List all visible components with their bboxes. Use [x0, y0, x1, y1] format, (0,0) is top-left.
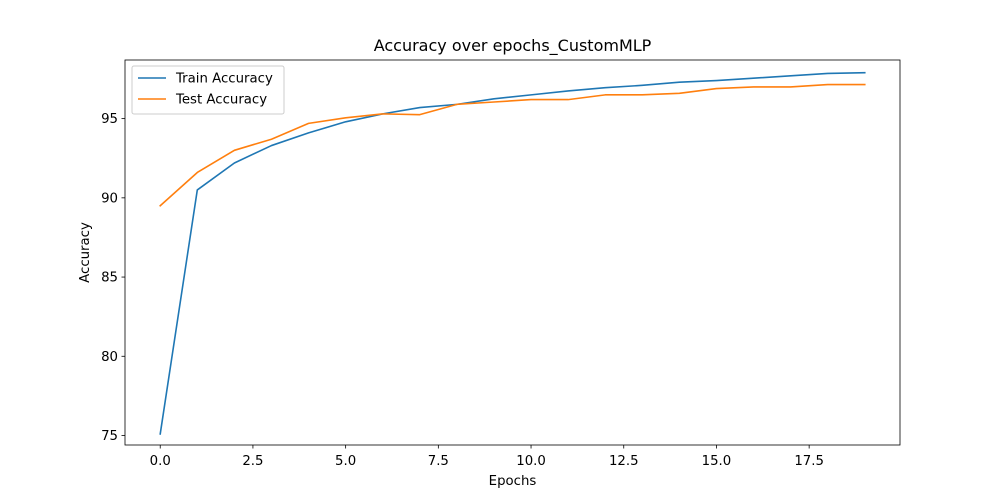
y-tick-label: 90 — [101, 191, 118, 206]
series-line-test-accuracy — [159, 83, 866, 207]
series-line-train-accuracy — [159, 71, 866, 435]
x-tick-label: 2.5 — [242, 454, 263, 469]
plot-frame — [124, 59, 901, 446]
series-lines — [159, 71, 866, 435]
x-tick-label: 12.5 — [609, 454, 639, 469]
x-tick-label: 17.5 — [794, 454, 824, 469]
legend-label-train-accuracy: Train Accuracy — [175, 72, 273, 87]
x-tick-label: 5.0 — [335, 454, 356, 469]
y-axis-label: Accuracy — [78, 222, 93, 283]
legend: Train Accuracy Test Accuracy — [131, 65, 285, 115]
legend-label-test-accuracy: Test Accuracy — [175, 93, 267, 108]
x-axis-label: Epochs — [489, 474, 537, 489]
chart-title: Accuracy over epochs_CustomMLP — [374, 36, 652, 56]
y-tick-label: 95 — [101, 112, 118, 127]
y-axis-ticks: 75 80 85 90 95 — [101, 112, 125, 444]
x-tick-label: 0.0 — [150, 454, 171, 469]
legend-box — [131, 65, 285, 115]
x-tick-label: 10.0 — [516, 454, 546, 469]
x-tick-label: 15.0 — [702, 454, 732, 469]
y-tick-label: 75 — [101, 429, 118, 444]
x-axis-ticks: 0.0 2.5 5.0 7.5 10.0 12.5 15.0 17.5 — [150, 445, 824, 469]
y-tick-label: 80 — [101, 350, 118, 365]
x-tick-label: 7.5 — [428, 454, 449, 469]
y-tick-label: 85 — [101, 271, 118, 286]
